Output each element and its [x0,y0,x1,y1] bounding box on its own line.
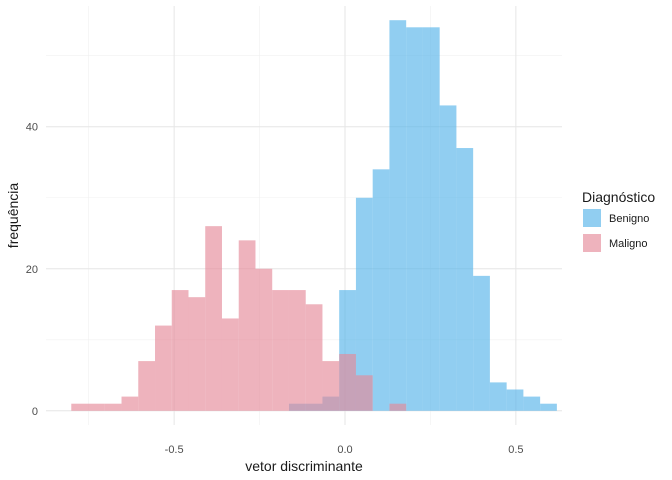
bar-maligno [389,403,407,411]
legend-swatch-maligno [583,234,601,252]
bar-maligno [188,297,206,411]
legend-swatch-benigno [583,209,601,227]
bar-maligno [238,240,256,411]
bar-maligno [71,403,89,411]
bar-maligno [322,361,340,411]
histogram-bars [71,20,557,411]
bar-maligno [121,396,139,411]
bar-benigno [406,27,423,411]
bar-maligno [205,226,222,411]
bar-maligno [305,304,323,411]
bar-benigno [540,403,557,411]
y-tick-label: 0 [32,406,38,418]
bar-maligno [155,325,172,411]
bar-maligno [171,290,189,411]
x-tick-label: 0.0 [337,444,352,456]
bar-maligno [255,268,273,411]
legend-label-maligno: Maligno [609,238,648,250]
bar-benigno [422,27,440,411]
bar-maligno [355,375,373,411]
bar-benigno [489,382,507,411]
y-axis-title: frequência [5,183,21,249]
bar-maligno [272,290,289,411]
x-tick-label: -0.5 [165,444,184,456]
x-tick-label: 0.5 [508,444,523,456]
legend-items: Benigno Maligno [583,209,649,252]
x-axis-ticks: -0.5 0.0 0.5 [165,444,524,456]
bar-maligno [288,290,306,411]
bar-benigno [506,389,524,411]
bar-benigno [523,396,541,411]
legend-title: Diagnóstico [582,189,655,205]
y-tick-label: 20 [26,264,38,276]
bar-benigno [456,148,474,411]
legend-label-benigno: Benigno [609,213,649,225]
bar-maligno [104,403,122,411]
legend: Diagnóstico Benigno Maligno [582,189,655,252]
bar-benigno [473,275,490,411]
x-axis-title: vetor discriminante [245,458,363,474]
bar-benigno [439,105,457,411]
bar-maligno [138,361,156,411]
y-axis-ticks: 0 20 40 [26,122,38,418]
bar-benigno [372,169,390,411]
bar-benigno [355,197,373,411]
bar-maligno [339,353,356,411]
y-tick-label: 40 [26,122,38,134]
bar-maligno [221,318,239,411]
bar-benigno [389,20,407,411]
bar-maligno [88,403,105,411]
